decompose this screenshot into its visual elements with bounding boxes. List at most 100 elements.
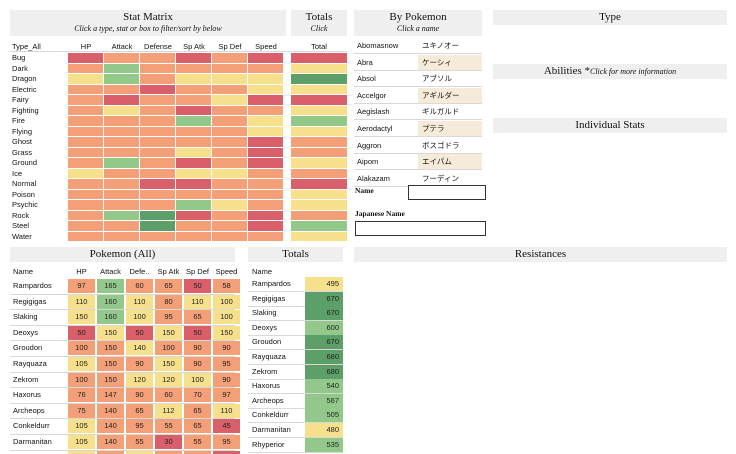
pokemon-all-stat-cell[interactable]: 150: [155, 325, 182, 340]
stat-cell[interactable]: [212, 95, 247, 105]
stat-cell[interactable]: [176, 53, 211, 63]
stat-cell[interactable]: [212, 74, 247, 84]
pokemon-all-stat-cell[interactable]: 50: [184, 325, 211, 340]
pokemon-all-name[interactable]: Zekrom: [13, 374, 39, 384]
stat-cell[interactable]: [248, 53, 283, 63]
pokemon-english-name[interactable]: Aegislash: [357, 107, 390, 117]
total-cell[interactable]: [291, 105, 347, 115]
abilities-panel-header[interactable]: Abilities *Click for more information: [493, 64, 727, 79]
pokemon-all-stat-cell[interactable]: 150: [213, 325, 240, 340]
pokemon-english-name[interactable]: Aipom: [357, 157, 379, 167]
pokemon-all-name[interactable]: Deoxys: [13, 327, 39, 337]
pokemon-all-stat-cell[interactable]: 97: [213, 388, 240, 403]
pokemon-all-col-speed[interactable]: Speed: [215, 267, 238, 276]
pokemon-all-stat-cell[interactable]: 150: [97, 357, 124, 371]
total-cell[interactable]: [291, 221, 347, 231]
stat-cell[interactable]: [176, 210, 211, 220]
pokemon-list-item[interactable]: Absol アブソル: [354, 71, 482, 88]
stat-matrix-col-defense[interactable]: Defense: [144, 42, 172, 51]
totals-list-name[interactable]: Rayquaza: [252, 352, 286, 361]
totals-list-value[interactable]: 567: [305, 393, 343, 408]
pokemon-all-stat-cell[interactable]: 110: [126, 294, 153, 309]
stat-cell[interactable]: [68, 147, 103, 157]
pokemon-all-stat-cell[interactable]: 90: [184, 357, 211, 371]
pokemon-japanese-name[interactable]: ユキノオー: [422, 41, 459, 50]
stat-cell[interactable]: [140, 231, 175, 241]
stat-cell[interactable]: [212, 84, 247, 94]
stat-cell[interactable]: [248, 126, 283, 136]
stat-cell[interactable]: [212, 221, 247, 231]
pokemon-all-col-sp-def[interactable]: Sp Def: [186, 267, 209, 276]
pokemon-all-stat-cell[interactable]: 150: [97, 325, 124, 340]
pokemon-all-col-sp-atk[interactable]: Sp Atk: [157, 267, 180, 276]
stat-matrix-col-sp-atk[interactable]: Sp Atk: [183, 42, 205, 51]
pokemon-all-stat-cell[interactable]: 100: [68, 372, 95, 387]
abilities-panel-note[interactable]: Click for more information: [589, 67, 677, 76]
stat-cell[interactable]: [248, 63, 283, 73]
pokemon-all-stat-cell[interactable]: 65: [126, 403, 153, 418]
totals-list-value[interactable]: 540: [305, 379, 343, 394]
pokemon-all-stat-cell[interactable]: 165: [97, 279, 124, 293]
stat-cell[interactable]: [140, 179, 175, 189]
pokemon-all-stat-cell[interactable]: 105: [68, 435, 95, 449]
pokemon-all-stat-cell[interactable]: 60: [155, 388, 182, 403]
stat-matrix-col-type-all[interactable]: Type_All: [12, 42, 41, 51]
pokemon-all-stat-cell[interactable]: 55: [184, 435, 211, 449]
pokemon-all-stat-cell[interactable]: 140: [97, 435, 124, 449]
pokemon-all-stat-cell[interactable]: 55: [184, 450, 211, 454]
pokemon-all-stat-cell[interactable]: 55: [126, 435, 153, 449]
pokemon-all-col-name[interactable]: Name: [13, 267, 34, 276]
pokemon-japanese-name[interactable]: ボスゴドラ: [422, 140, 460, 150]
pokemon-list-item[interactable]: Accelgor アギルダー: [354, 87, 482, 104]
totals-list-value[interactable]: 670: [305, 306, 343, 321]
pokemon-english-name[interactable]: Abra: [357, 57, 373, 67]
pokemon-all-stat-cell[interactable]: 40: [213, 450, 240, 454]
stat-cell[interactable]: [104, 231, 139, 241]
pokemon-all-stat-cell[interactable]: 65: [184, 419, 211, 434]
stat-cell[interactable]: [176, 63, 211, 73]
stat-cell[interactable]: [248, 158, 283, 168]
totals-list-name[interactable]: Rampardos: [252, 279, 291, 288]
totals-list-name[interactable]: Regigigas: [252, 293, 286, 303]
total-cell[interactable]: [291, 231, 347, 241]
pokemon-english-name[interactable]: Accelgor: [357, 90, 387, 100]
pokemon-all-stat-cell[interactable]: 90: [126, 357, 153, 371]
stat-cell[interactable]: [68, 105, 103, 115]
stat-cell[interactable]: [68, 221, 103, 231]
pokemon-all-stat-cell[interactable]: 150: [97, 372, 124, 387]
stat-cell[interactable]: [212, 63, 247, 73]
type-label-rock[interactable]: Rock: [12, 210, 30, 220]
pokemon-japanese-name[interactable]: アブソル: [422, 74, 452, 84]
pokemon-all-stat-cell[interactable]: 65: [184, 403, 211, 418]
stat-matrix-col-sp-def[interactable]: Sp Def: [218, 42, 242, 51]
stat-cell[interactable]: [68, 137, 103, 147]
stat-matrix-col-hp[interactable]: HP: [80, 42, 92, 51]
pokemon-all-col-defe-[interactable]: Defe..: [129, 267, 150, 276]
pokemon-all-stat-cell[interactable]: 95: [155, 310, 182, 325]
stat-cell[interactable]: [212, 210, 247, 220]
stat-cell[interactable]: [68, 210, 103, 220]
stat-cell[interactable]: [248, 210, 283, 220]
pokemon-english-name[interactable]: Abomasnow: [357, 41, 399, 50]
type-label-poison[interactable]: Poison: [12, 189, 35, 199]
totals-list-value[interactable]: 680: [305, 364, 343, 379]
type-label-normal[interactable]: Normal: [12, 179, 37, 188]
stat-cell[interactable]: [104, 116, 139, 126]
totals-list-value[interactable]: 680: [305, 350, 343, 364]
stat-cell[interactable]: [68, 126, 103, 136]
pokemon-english-name[interactable]: Absol: [357, 74, 376, 84]
pokemon-all-stat-cell[interactable]: 110: [68, 294, 95, 309]
type-label-flying[interactable]: Flying: [12, 126, 33, 136]
stat-cell[interactable]: [248, 74, 283, 84]
type-label-fairy[interactable]: Fairy: [12, 95, 29, 104]
stat-cell[interactable]: [212, 126, 247, 136]
stat-cell[interactable]: [176, 179, 211, 189]
total-cell[interactable]: [291, 63, 347, 73]
stat-cell[interactable]: [212, 116, 247, 126]
stat-cell[interactable]: [104, 168, 139, 178]
stat-cell[interactable]: [104, 221, 139, 231]
stat-cell[interactable]: [68, 200, 103, 210]
stat-cell[interactable]: [104, 53, 139, 63]
stat-cell[interactable]: [248, 147, 283, 157]
totals-list-value[interactable]: 480: [305, 423, 343, 437]
